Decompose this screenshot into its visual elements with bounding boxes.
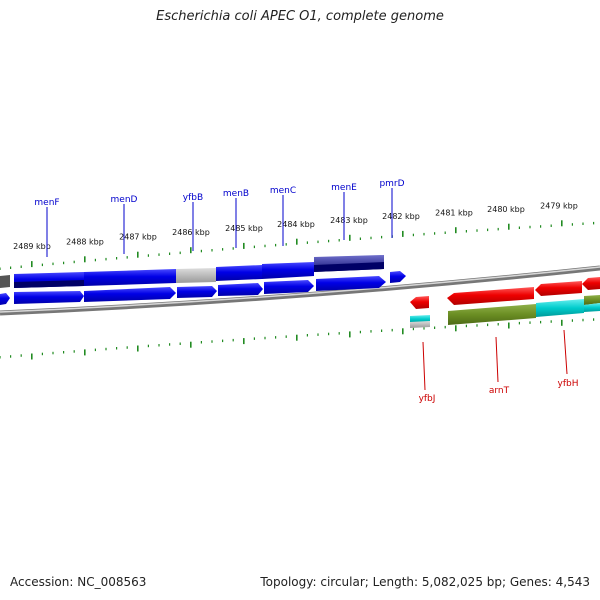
forward-strand-lower-row <box>0 276 386 305</box>
gene-feature[interactable] <box>84 287 176 302</box>
gene-label-menB: menB <box>223 189 249 199</box>
gene-label-yfbB: yfbB <box>183 193 203 203</box>
gene-label-menF: menF <box>34 198 59 208</box>
gene-feature[interactable] <box>447 287 534 305</box>
reverse-strand-genes <box>410 277 600 328</box>
reverse-gene-labels: yfbJ arnT yfbH <box>419 329 579 404</box>
gene-label-menE: menE <box>331 183 357 193</box>
scale-label: 2484 kbp <box>277 220 315 229</box>
gene-label-yfbH: yfbH <box>558 379 579 389</box>
gene-feature[interactable] <box>264 280 314 294</box>
gene-feature[interactable] <box>316 276 386 291</box>
gene-label-menC: menC <box>270 186 296 196</box>
scale-labels: 2489 kbp 2488 kbp 2487 kbp 2486 kbp 2485 kbp… <box>13 202 578 252</box>
diagram-title: Escherichia coli APEC O1, complete genom… <box>156 9 444 24</box>
gene-feature[interactable] <box>14 291 84 304</box>
gene-feature[interactable] <box>582 277 600 290</box>
gene-feature[interactable] <box>0 275 10 288</box>
accession-info: Accession: NC_008563 <box>10 575 147 589</box>
scale-ticks-bottom <box>0 318 595 360</box>
scale-label: 2482 kbp <box>382 212 420 221</box>
genome-backbone <box>0 265 600 316</box>
forward-gene-labels: menF menD yfbB menB menC menE pmrD <box>34 179 405 257</box>
scale-label: 2485 kbp <box>225 224 263 233</box>
gene-feature[interactable] <box>177 286 217 298</box>
topology-info: Topology: circular; Length: 5,082,025 bp… <box>260 575 590 589</box>
scale-label: 2489 kbp <box>13 242 51 251</box>
gene-feature[interactable] <box>262 262 314 279</box>
scale-label: 2481 kbp <box>435 208 473 217</box>
gene-feature[interactable] <box>216 265 262 281</box>
gene-feature[interactable] <box>218 283 263 296</box>
gene-feature[interactable] <box>314 262 384 272</box>
gene-feature[interactable] <box>84 269 176 286</box>
gene-label-pmrD: pmrD <box>379 179 404 189</box>
gene-feature[interactable] <box>448 304 536 325</box>
gene-feature[interactable] <box>14 280 84 288</box>
scale-label: 2480 kbp <box>487 205 525 214</box>
gene-feature[interactable] <box>410 296 429 309</box>
gene-feature[interactable] <box>0 293 10 305</box>
gene-label-arnT: arnT <box>489 386 510 396</box>
gene-feature[interactable] <box>410 321 430 328</box>
scale-label: 2488 kbp <box>66 237 104 246</box>
forward-strand-upper-row <box>0 255 406 288</box>
gene-feature[interactable] <box>584 295 600 305</box>
gene-feature[interactable] <box>535 281 582 296</box>
gene-feature[interactable] <box>410 315 430 323</box>
scale-label: 2487 kbp <box>119 233 157 242</box>
scale-label: 2486 kbp <box>172 228 210 237</box>
gene-label-yfbJ: yfbJ <box>419 394 436 404</box>
scale-label: 2483 kbp <box>330 216 368 225</box>
gene-label-menD: menD <box>111 195 138 205</box>
scale-label: 2479 kbp <box>540 202 578 211</box>
gene-feature[interactable] <box>536 299 584 317</box>
gene-feature[interactable] <box>584 303 600 312</box>
gene-feature[interactable] <box>176 268 216 283</box>
gene-feature[interactable] <box>390 271 406 283</box>
